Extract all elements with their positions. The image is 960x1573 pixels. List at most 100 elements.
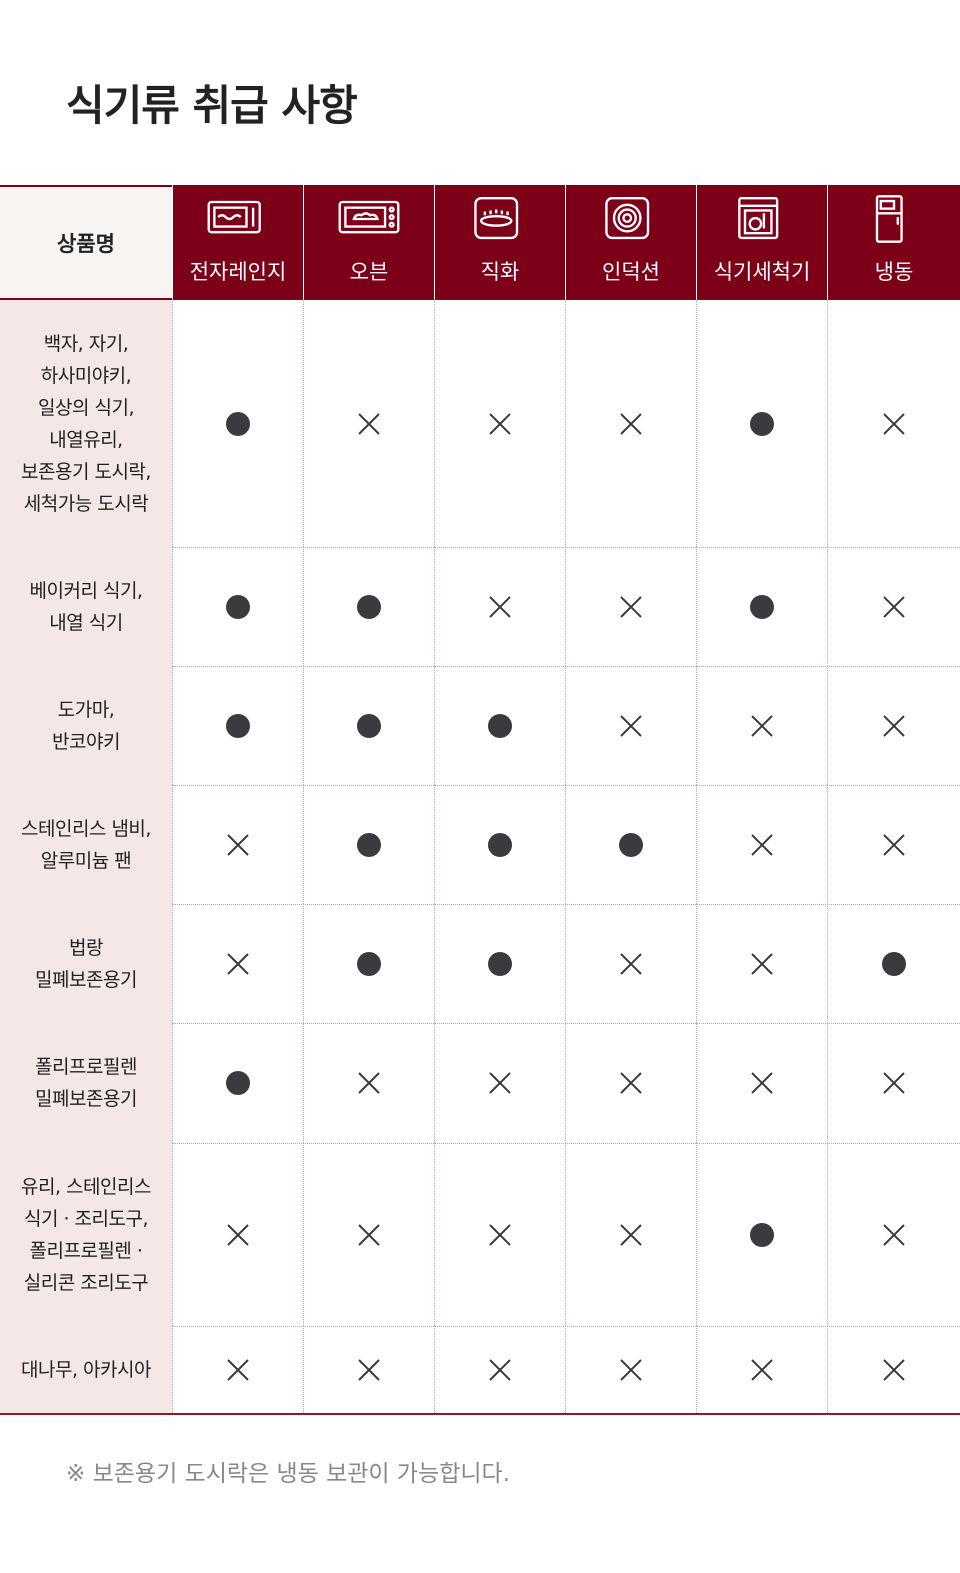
mark-cross	[751, 714, 773, 737]
mark-dot	[750, 594, 774, 619]
header-corner: 상품명	[0, 185, 172, 300]
table-cell	[434, 1326, 565, 1413]
title: 식기류 취급 사항	[66, 81, 358, 130]
row-name: 대나무, 아카시아	[0, 1326, 172, 1413]
mark-cross	[489, 1358, 511, 1381]
row-name: 스테인리스 냄비, 알루미늄 팬	[0, 785, 172, 904]
table-cell	[565, 1143, 696, 1326]
mark-cross	[227, 833, 249, 856]
mark-dot	[226, 594, 250, 619]
mark-cross	[751, 1072, 773, 1094]
mark-cross	[489, 1072, 511, 1094]
mark-cross	[883, 1072, 905, 1094]
table-cell	[565, 785, 696, 904]
header-icon	[338, 200, 400, 234]
row-name: 백자, 자기, 하사미야키, 일상의 식기, 내열유리, 보존용기 도시락, 세…	[0, 300, 172, 547]
table-cell	[565, 666, 696, 785]
mark-cross	[620, 1223, 642, 1246]
table-cell	[434, 785, 565, 904]
table-cell	[827, 547, 960, 666]
table-bottom	[0, 1413, 960, 1415]
header-cell: 직화	[434, 185, 565, 300]
mark-cross	[227, 952, 249, 975]
mark-cross	[883, 714, 905, 737]
table-cell	[303, 666, 434, 785]
header-cell: 식기세척기	[696, 185, 827, 300]
table-cell	[565, 300, 696, 547]
mark-dot	[750, 411, 774, 436]
header-cell: 인덕션	[565, 185, 696, 300]
mark-cross	[883, 412, 905, 435]
table-cell	[172, 1143, 303, 1326]
mark-dot	[226, 411, 250, 436]
table-cell	[434, 300, 565, 547]
table-cell	[434, 1023, 565, 1143]
table-cell	[172, 666, 303, 785]
row-name: 폴리프로필렌 밀폐보존용기	[0, 1023, 172, 1143]
mark-dot	[357, 713, 381, 738]
table-cell	[696, 1326, 827, 1413]
mark-cross	[751, 952, 773, 975]
table-cell	[565, 1326, 696, 1413]
table-cell	[303, 300, 434, 547]
table-cell	[696, 1023, 827, 1143]
header-label: 직화	[480, 260, 520, 284]
row-separator	[172, 1023, 960, 1024]
mark-cross	[883, 595, 905, 618]
table-cell	[303, 785, 434, 904]
table-cell	[434, 666, 565, 785]
header-label: 식기세척기	[713, 260, 811, 284]
table-cell	[303, 1143, 434, 1326]
mark-cross	[358, 412, 380, 435]
header-label: 전자레인지	[189, 260, 287, 284]
mark-cross	[751, 1358, 773, 1381]
row-name: 도가마, 반코야키	[0, 666, 172, 785]
row-separator	[172, 1143, 960, 1144]
mark-cross	[489, 1223, 511, 1246]
mark-cross	[227, 1223, 249, 1246]
row-separator	[172, 547, 960, 548]
mark-cross	[358, 1223, 380, 1246]
header-label: 냉동	[874, 260, 914, 284]
mark-cross	[358, 1358, 380, 1381]
header-cell: 전자레인지	[172, 185, 303, 300]
table-cell	[172, 1326, 303, 1413]
header-icon	[738, 197, 779, 240]
mark-dot	[357, 951, 381, 976]
row-separator	[172, 666, 960, 667]
table-cell	[434, 547, 565, 666]
table-cell	[434, 904, 565, 1023]
table-cell	[696, 547, 827, 666]
table-cell	[565, 1023, 696, 1143]
table-cell	[172, 904, 303, 1023]
table-cell	[696, 300, 827, 547]
table-cell	[827, 1023, 960, 1143]
mark-dot	[619, 832, 643, 857]
header-cell: 오븐	[303, 185, 434, 300]
table-cell	[172, 300, 303, 547]
table-cell	[303, 1023, 434, 1143]
row-name: 베이커리 식기, 내열 식기	[0, 547, 172, 666]
mark-cross	[620, 1072, 642, 1094]
table-cell	[827, 666, 960, 785]
mark-dot	[226, 713, 250, 738]
mark-cross	[227, 1358, 249, 1381]
header-label: 오븐	[349, 260, 389, 284]
mark-dot	[488, 951, 512, 976]
mark-dot	[357, 594, 381, 619]
mark-dot	[750, 1222, 774, 1247]
mark-cross	[620, 952, 642, 975]
mark-cross	[358, 1072, 380, 1094]
header-label: 인덕션	[602, 260, 660, 284]
table-cell	[303, 904, 434, 1023]
table-cell	[696, 785, 827, 904]
mark-cross	[620, 595, 642, 618]
mark-cross	[883, 833, 905, 856]
table-cell	[827, 1326, 960, 1413]
mark-cross	[751, 833, 773, 856]
mark-dot	[882, 951, 906, 976]
table-cell	[172, 547, 303, 666]
mark-dot	[357, 832, 381, 857]
mark-cross	[620, 714, 642, 737]
